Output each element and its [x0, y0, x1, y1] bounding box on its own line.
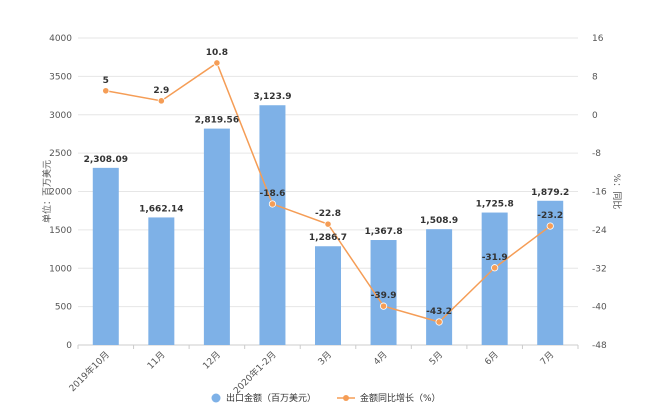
- legend: 出口金额（百万美元） 金额同比增长（%）: [211, 392, 441, 404]
- line-point: [491, 264, 499, 272]
- line-data-label: 2.9: [153, 86, 169, 96]
- line-point: [102, 87, 110, 95]
- line-point: [268, 200, 277, 208]
- y-right-axis-title: %：同比: [611, 174, 623, 210]
- x-tick-label: 4月: [371, 349, 389, 367]
- y-left-tick-label: 2000: [49, 188, 72, 198]
- line-data-label: -43.2: [426, 307, 452, 317]
- y-left-tick-label: 0: [66, 341, 72, 351]
- line-point: [435, 318, 443, 326]
- line-data-label: -23.2: [537, 211, 563, 221]
- line-data-label: -18.6: [259, 189, 285, 199]
- y-left-tick-label: 4000: [49, 34, 72, 44]
- y-left-tick-label: 3500: [49, 72, 72, 82]
- y-right-tick-label: 8: [592, 72, 598, 82]
- line-series: [102, 59, 554, 326]
- legend-line-label: 金额同比增长（%）: [360, 392, 441, 404]
- bar-data-label: 1,879.2: [531, 188, 569, 198]
- bar: [426, 229, 453, 345]
- x-tick-label: 11月: [145, 349, 167, 371]
- y-left-tick-label: 1500: [49, 226, 72, 236]
- y-left-tick-label: 2500: [49, 149, 72, 159]
- y-left-tick-label: 1000: [49, 264, 72, 274]
- bar: [315, 246, 341, 345]
- data-labels: 2,308.09 1,662.14 2,819.56 3,123.9 1,286.7 1,…: [84, 48, 570, 317]
- y-right-tick-label: -32: [592, 264, 607, 274]
- legend-line-dot: [343, 395, 349, 401]
- bar-series: [92, 105, 564, 345]
- bar-data-label: 2,308.09: [84, 155, 128, 165]
- legend-bar-label: 出口金额（百万美元）: [226, 392, 316, 404]
- line-point: [546, 222, 554, 230]
- x-tick-label: 3月: [316, 349, 334, 367]
- bar: [148, 217, 175, 345]
- bar-data-label: 3,123.9: [253, 92, 291, 102]
- bar-data-label: 1,508.9: [420, 216, 458, 226]
- x-tick-label: 12月: [201, 349, 223, 371]
- bar: [537, 200, 564, 345]
- x-tick-label: 7月: [538, 349, 556, 367]
- bar: [259, 105, 286, 345]
- line-data-label: 10.8: [206, 48, 228, 58]
- line-data-label: -31.9: [482, 253, 508, 263]
- y-right-tick-label: -8: [592, 149, 601, 159]
- bar: [203, 128, 230, 345]
- line-point: [324, 220, 332, 228]
- bar-data-label: 1,367.8: [364, 227, 402, 237]
- bar-data-label: 1,286.7: [309, 233, 347, 243]
- bar-data-label: 2,819.56: [195, 116, 239, 126]
- x-tick-label: 6月: [483, 349, 501, 367]
- y-left-tick-label: 3000: [49, 111, 72, 121]
- y-right-tick-label: -40: [592, 303, 607, 313]
- line-point: [213, 59, 221, 67]
- bar: [92, 167, 119, 345]
- bar: [481, 212, 508, 345]
- bar-data-label: 1,725.8: [476, 200, 514, 210]
- y-right-tick-label: 16: [592, 34, 604, 44]
- x-tick-label: 2019年10月: [66, 349, 112, 395]
- legend-bar-marker: [211, 393, 221, 403]
- line-data-label: -39.9: [371, 291, 397, 301]
- line-point: [157, 97, 165, 105]
- y-right-tick-label: 0: [592, 111, 598, 121]
- y-left-tick-label: 500: [55, 303, 72, 313]
- line-data-label: 5: [103, 76, 109, 86]
- y-right-tick-label: -48: [592, 341, 607, 351]
- bar-data-label: 1,662.14: [139, 204, 183, 214]
- line-data-label: -22.8: [315, 209, 341, 219]
- x-tick-label: 5月: [427, 349, 445, 367]
- line-point: [379, 302, 388, 310]
- y-right-tick-label: -24: [592, 226, 607, 236]
- x-tick-label: 2020年1-2月: [231, 349, 279, 397]
- y-left-axis-title: 单位：百万美元: [41, 160, 53, 223]
- y-right-tick-label: -16: [592, 188, 607, 198]
